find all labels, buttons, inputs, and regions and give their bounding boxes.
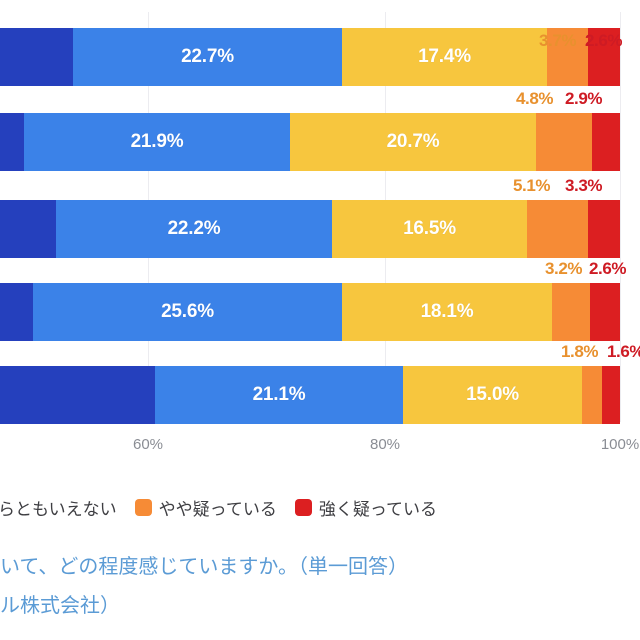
bar-segment-value-label: 25.6% [161, 301, 214, 322]
chart-legend: らともいえない やや疑っている 強く疑っている [0, 487, 640, 527]
legend-item[interactable]: やや疑っている [134, 495, 277, 520]
strongly-doubt-callout: 2.9% [565, 89, 603, 108]
legend-swatch-icon [134, 498, 152, 516]
bar-segment-somewhat-believe[interactable]: 22.2% [56, 200, 332, 258]
bar-row: 21.1% 15.0% 1.8% 1.6% [0, 342, 640, 424]
bar-segment-somewhat-believe[interactable]: 21.9% [24, 113, 290, 171]
bar-segment-neither[interactable]: 15.0% [403, 366, 582, 424]
x-axis-tick-label: 100% [600, 436, 640, 453]
bar-segment-value-label: 21.1% [252, 384, 306, 405]
x-axis-tick-label: 60% [132, 436, 164, 453]
strongly-doubt-callout: 2.6% [585, 31, 623, 50]
bar-segment-strongly-believe[interactable] [0, 366, 155, 424]
chart-caption: いて、どの程度感じていますか。（単一回答） ル株式会社） [0, 548, 640, 626]
bar-segment-strongly-doubt[interactable] [592, 113, 620, 171]
bar-segment-somewhat-doubt[interactable] [547, 28, 588, 86]
bar-segment-strongly-doubt[interactable] [588, 28, 620, 86]
gridline [620, 12, 621, 422]
bar-row: 21.9% 20.7% 4.8% 2.9% [0, 89, 640, 171]
bar-segment-somewhat-believe[interactable]: 25.6% [33, 283, 342, 341]
x-axis: 60% 80% 100% [0, 432, 640, 468]
caption-line-1: いて、どの程度感じていますか。（単一回答） [0, 556, 408, 578]
bar-segment-strongly-believe[interactable] [0, 28, 73, 86]
legend-item-label: やや疑っている [158, 499, 277, 519]
legend-swatch-icon [294, 498, 312, 516]
somewhat-doubt-callout: 3.7% [539, 31, 577, 50]
bar-segment-value-label: 17.4% [418, 46, 471, 67]
plot-area: 22.7% 17.4% 3.7% 2.6% 21.9% 20.7% 4.8% 2.9% 22.2… [0, 12, 640, 424]
bar-segment-strongly-doubt[interactable] [588, 200, 620, 258]
bar-segment-neither[interactable]: 17.4% [342, 28, 547, 86]
strongly-doubt-callout: 1.6% [607, 342, 640, 361]
caption-line-2: ル株式会社） [0, 595, 120, 617]
bar-segment-value-label: 18.1% [420, 301, 474, 322]
bar-segment-neither[interactable]: 18.1% [342, 283, 552, 341]
bar-segment-strongly-believe[interactable] [0, 200, 56, 258]
bar-row: 22.2% 16.5% 5.1% 3.3% [0, 176, 640, 258]
bar-segment-strongly-doubt[interactable] [602, 366, 620, 424]
x-axis-tick-label: 80% [369, 436, 401, 453]
somewhat-doubt-callout: 1.8% [561, 342, 599, 361]
somewhat-doubt-callout: 3.2% [545, 259, 583, 278]
bar-segment-somewhat-doubt[interactable] [536, 113, 592, 171]
somewhat-doubt-callout: 5.1% [513, 176, 551, 195]
legend-item-label: 強く疑っている [318, 499, 437, 519]
legend-item[interactable]: 強く疑っている [294, 495, 437, 520]
bar-segment-somewhat-believe[interactable]: 21.1% [155, 366, 403, 424]
bar-segment-strongly-believe[interactable] [0, 283, 33, 341]
bar-segment-somewhat-doubt[interactable] [582, 366, 602, 424]
bar-segment-somewhat-believe[interactable]: 22.7% [73, 28, 342, 86]
bar-row: 22.7% 17.4% 3.7% 2.6% [0, 28, 640, 86]
strongly-doubt-callout: 2.6% [589, 259, 627, 278]
legend-item[interactable]: らともいえない [0, 495, 117, 520]
bar-segment-value-label: 22.2% [167, 218, 221, 239]
bar-segment-value-label: 15.0% [466, 384, 519, 405]
bar-segment-value-label: 21.9% [130, 131, 184, 152]
bar-segment-strongly-doubt[interactable] [590, 283, 620, 341]
bar-segment-neither[interactable]: 20.7% [290, 113, 536, 171]
somewhat-doubt-callout: 4.8% [516, 89, 554, 108]
bar-segment-strongly-believe[interactable] [0, 113, 24, 171]
bar-segment-value-label: 16.5% [403, 218, 456, 239]
bar-segment-somewhat-doubt[interactable] [527, 200, 588, 258]
bar-segment-value-label: 20.7% [386, 131, 440, 152]
bar-segment-somewhat-doubt[interactable] [552, 283, 590, 341]
bar-row: 25.6% 18.1% 3.2% 2.6% [0, 259, 640, 341]
legend-item-label: らともいえない [0, 499, 117, 519]
bar-segment-neither[interactable]: 16.5% [332, 200, 527, 258]
bar-segment-value-label: 22.7% [181, 46, 234, 67]
strongly-doubt-callout: 3.3% [565, 176, 603, 195]
